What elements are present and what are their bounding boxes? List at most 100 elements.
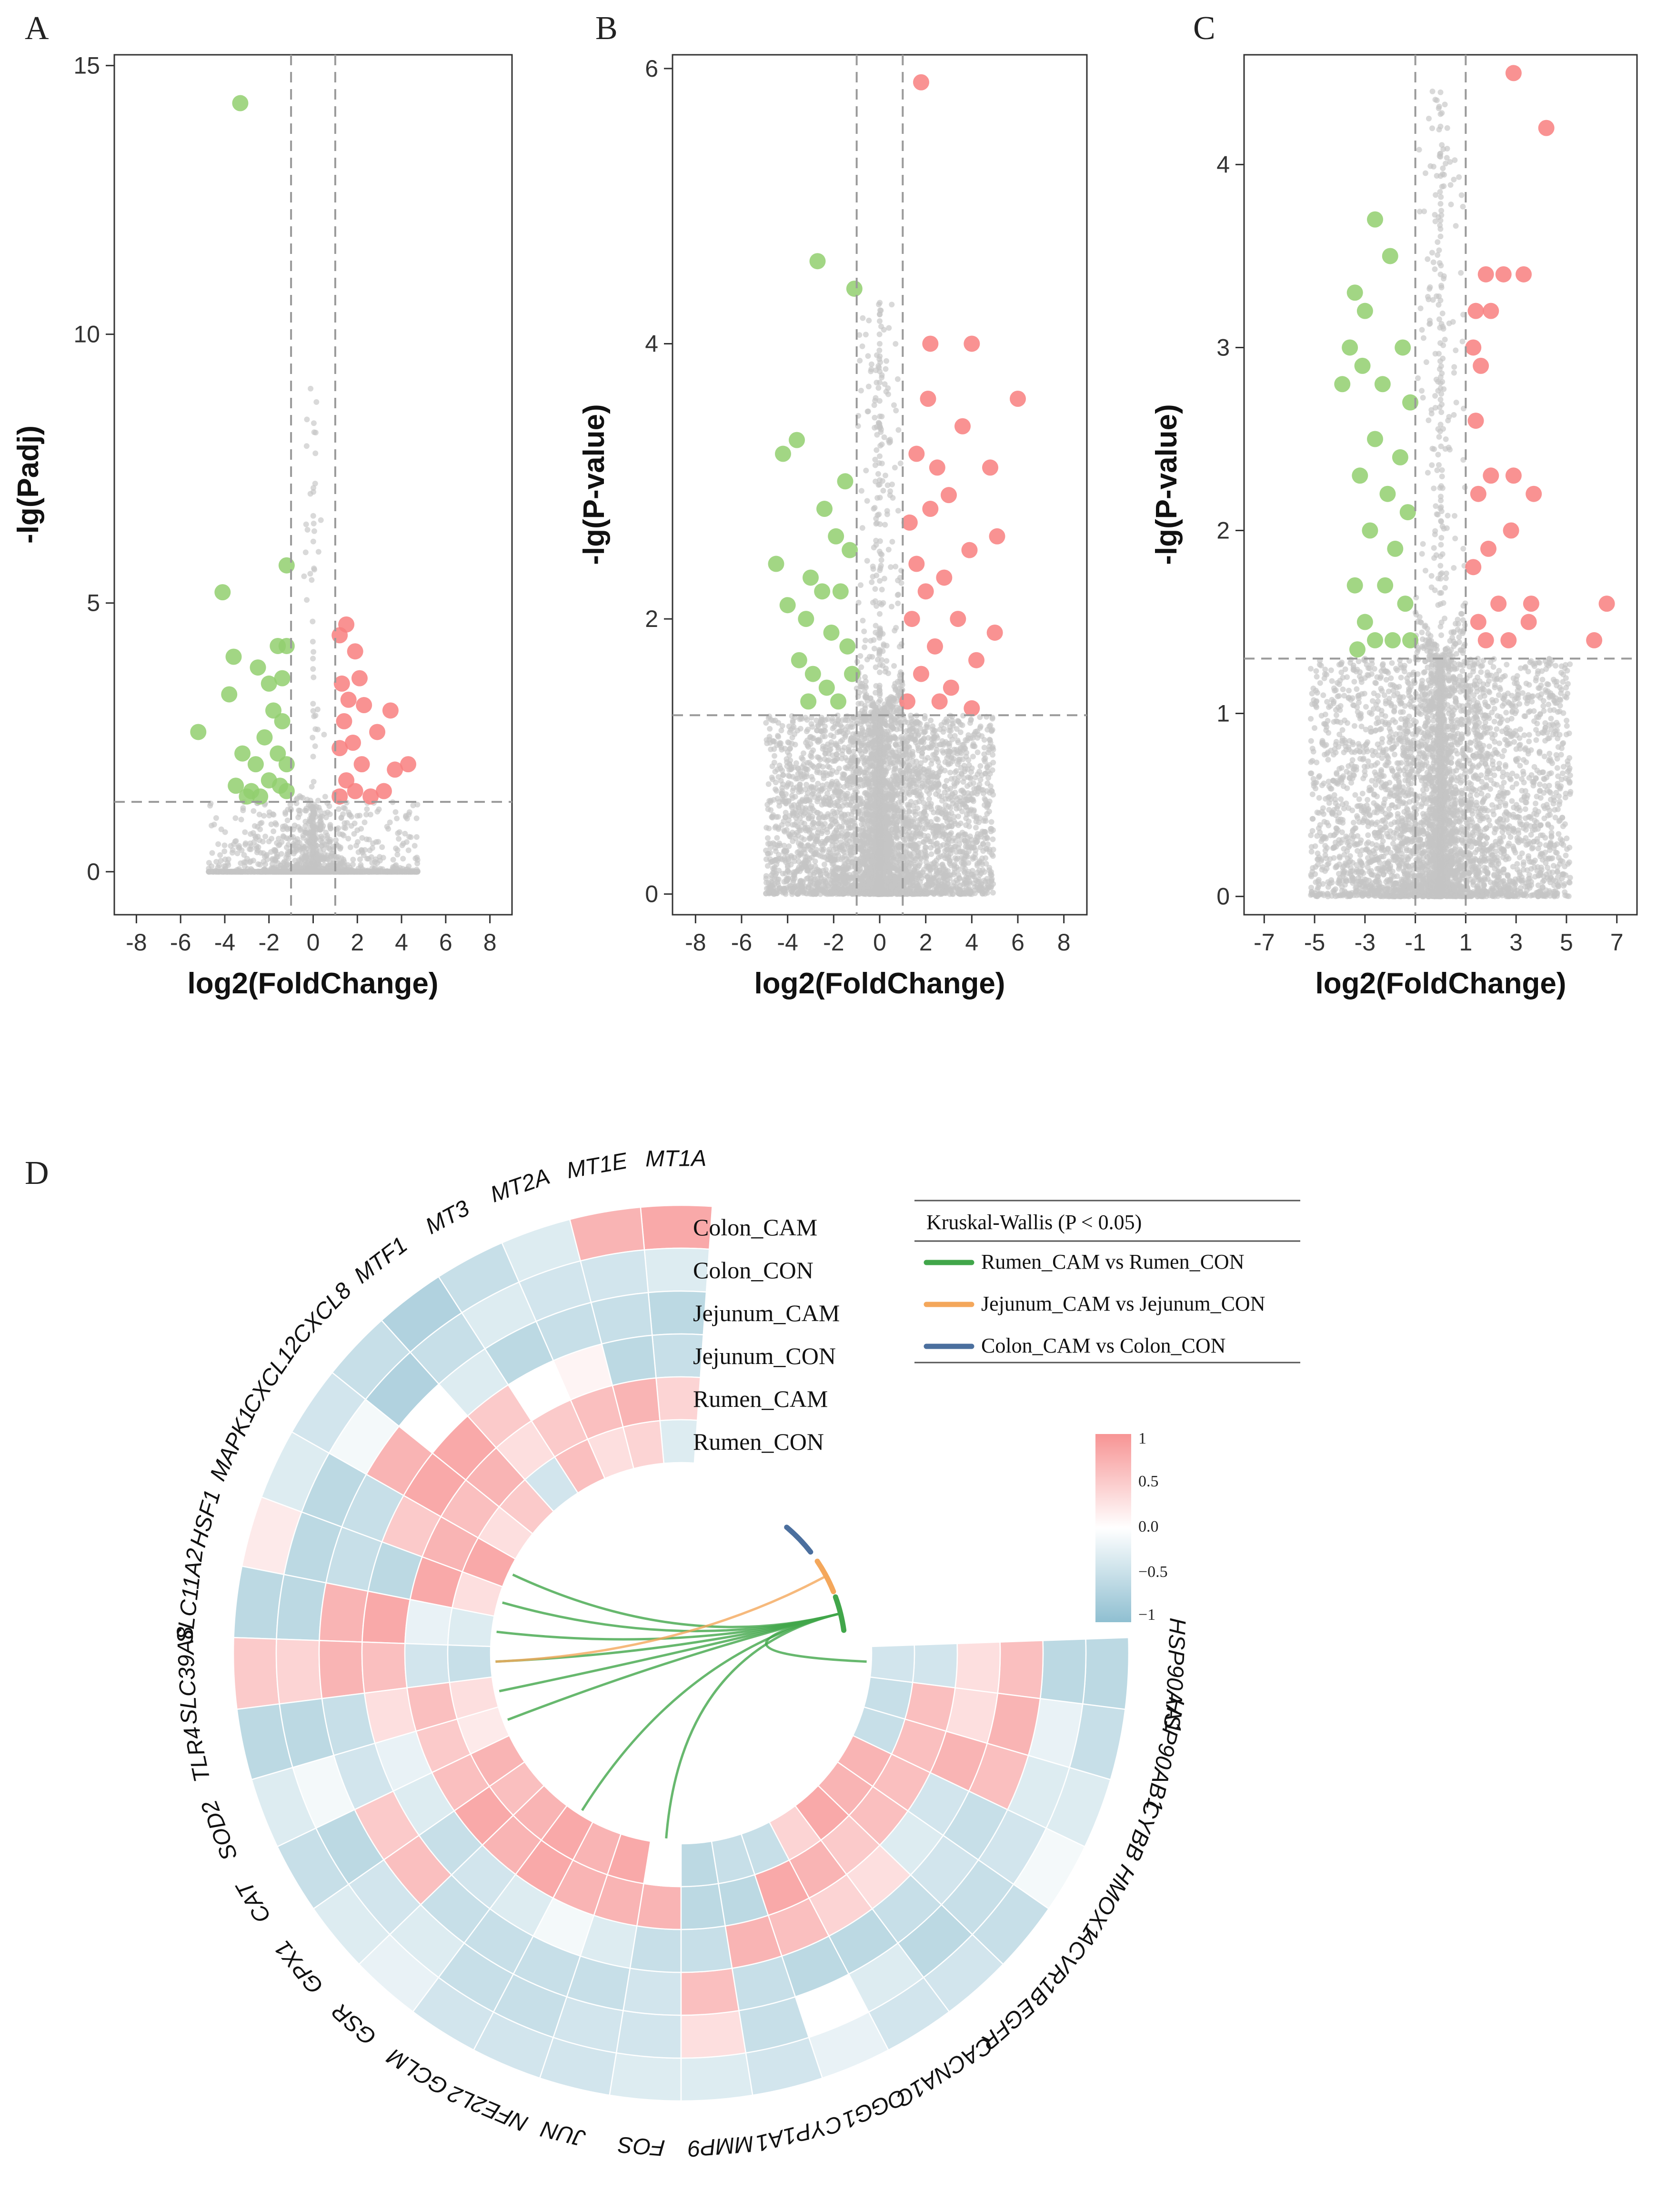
x-axis-title-a: log2(FoldChange) [188, 967, 439, 1000]
ns-point [221, 848, 228, 854]
up-regulated-point [347, 643, 363, 660]
down-regulated-point [234, 745, 251, 762]
ns-point [284, 869, 290, 875]
ns-point [775, 774, 782, 780]
ns-point [313, 854, 319, 860]
ns-point [871, 545, 877, 551]
up-regulated-point [382, 702, 399, 719]
ns-point [301, 573, 307, 579]
ns-point [284, 826, 291, 832]
ns-point [891, 663, 897, 669]
ns-point [242, 829, 248, 835]
ns-point [775, 814, 781, 820]
ns-point [400, 856, 406, 862]
ns-point [284, 818, 291, 823]
ns-point [206, 860, 212, 866]
ns-point [218, 858, 224, 864]
ns-point [271, 828, 277, 834]
ns-point [350, 857, 356, 863]
ns-point [972, 855, 978, 861]
ns-point [238, 817, 244, 823]
ns-point [217, 852, 223, 858]
ns-point [229, 849, 235, 856]
ns-point [888, 564, 894, 570]
ns-point [951, 756, 957, 762]
ns-point [879, 586, 885, 593]
ns-point [403, 839, 410, 845]
up-regulated-point [353, 756, 370, 773]
ns-point [242, 840, 249, 846]
ns-point [775, 734, 782, 740]
ns-point [385, 826, 392, 832]
ns-point [860, 617, 866, 624]
ns-point [408, 834, 414, 840]
ns-point [359, 847, 364, 853]
ns-point [310, 839, 316, 846]
ns-point [320, 869, 326, 875]
ns-point [303, 521, 309, 527]
ns-point [339, 831, 345, 838]
ns-point [763, 720, 769, 726]
down-regulated-point [278, 557, 295, 574]
ns-point [251, 808, 257, 814]
ns-point [322, 794, 328, 800]
ns-point [874, 447, 880, 453]
ns-point [374, 869, 380, 875]
ns-point [221, 869, 227, 875]
x-tick-label: 6 [439, 929, 452, 956]
ns-point [353, 842, 359, 848]
ns-point [947, 769, 953, 776]
ns-point [863, 637, 868, 644]
ns-point [336, 806, 342, 812]
ns-point [209, 850, 215, 856]
x-tick-label: -4 [214, 929, 235, 956]
ns-point [405, 847, 412, 853]
ns-point [266, 838, 272, 845]
ns-point [310, 701, 316, 707]
ns-point [302, 549, 309, 556]
ns-point [244, 869, 251, 875]
ns-point [260, 850, 266, 856]
ns-point [358, 826, 364, 832]
ns-point [338, 869, 344, 875]
ns-point [303, 443, 310, 449]
ns-point [272, 848, 279, 854]
ns-point [348, 814, 354, 820]
ns-point [765, 835, 771, 841]
down-regulated-point [278, 637, 295, 654]
ns-point [313, 399, 320, 405]
ns-point [304, 527, 311, 533]
ns-point [362, 819, 368, 826]
ns-point [225, 856, 231, 862]
ns-point [310, 816, 316, 821]
ns-point [864, 498, 870, 504]
ns-point [342, 825, 349, 831]
ns-point [390, 857, 396, 863]
ns-point [311, 778, 317, 785]
ns-point [211, 821, 217, 828]
ns-point [311, 713, 317, 719]
ns-point [933, 816, 939, 822]
ns-point [357, 856, 363, 862]
ns-point [218, 826, 224, 832]
ns-point [311, 649, 317, 655]
up-regulated-point [336, 713, 352, 729]
down-regulated-point [247, 756, 264, 773]
ns-point [335, 860, 341, 866]
ns-point [877, 318, 883, 324]
up-regulated-point [387, 761, 403, 778]
down-regulated-point [278, 783, 295, 799]
ns-point [247, 846, 252, 852]
ns-point [292, 846, 298, 852]
ns-point [895, 591, 902, 597]
ns-point [359, 835, 365, 841]
y-tick-label: 10 [73, 321, 100, 348]
panel-letter-c: C [1193, 10, 1215, 47]
ns-point [393, 845, 399, 851]
ns-point [355, 869, 362, 875]
ns-point [410, 802, 416, 808]
x-tick-label: 2 [351, 929, 364, 956]
x-tick-label: -6 [170, 929, 191, 956]
